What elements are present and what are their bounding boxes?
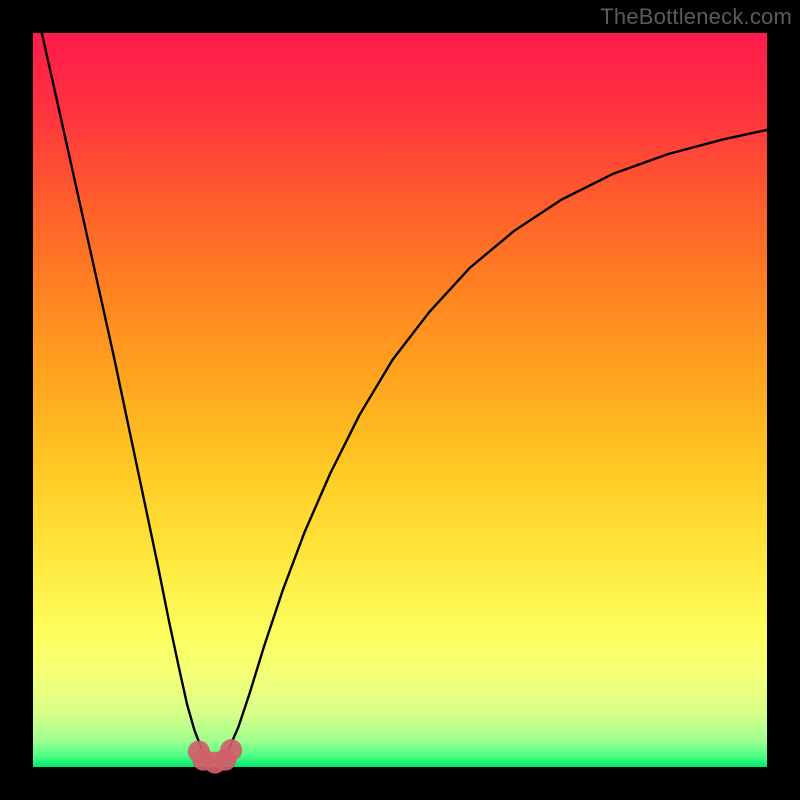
watermark-text: TheBottleneck.com — [600, 4, 792, 30]
chart-root: TheBottleneck.com — [0, 0, 800, 800]
optimal-marker — [220, 739, 242, 761]
chart-gradient-bg — [33, 33, 767, 767]
bottleneck-chart — [0, 0, 800, 800]
